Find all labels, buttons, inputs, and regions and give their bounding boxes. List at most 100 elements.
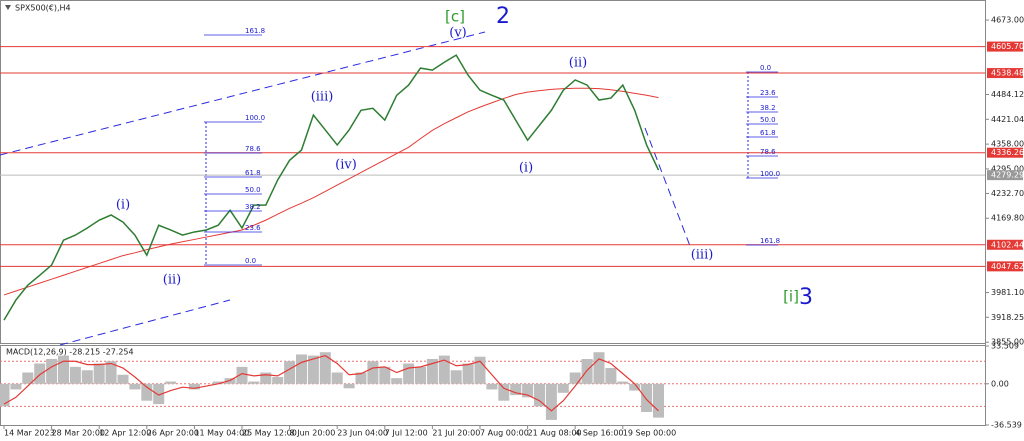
- macd-y-tick-label: 0.00: [991, 379, 1009, 388]
- fib-label: 100.0: [760, 170, 780, 178]
- level-label: 4102.44: [991, 240, 1024, 249]
- macd-bar: [236, 366, 248, 384]
- fib-label: 23.6: [760, 89, 776, 97]
- macd-y-tick-label: 33.509: [991, 342, 1019, 351]
- y-tick-label: 4295.00: [991, 164, 1024, 173]
- macd-bar: [498, 383, 510, 401]
- macd-bar: [545, 383, 557, 420]
- y-tick-label: 4673.00: [991, 16, 1024, 25]
- macd-bar: [272, 377, 284, 384]
- fib-label: 78.6: [760, 148, 776, 156]
- macd-bar: [474, 356, 486, 384]
- fib-label: 161.8: [760, 237, 780, 245]
- macd-bar: [557, 383, 569, 393]
- macd-bar: [379, 366, 391, 384]
- level-label: 4605.70: [991, 42, 1024, 51]
- macd-bar: [260, 372, 272, 384]
- level-tag: [987, 68, 1023, 79]
- wave-label: (v): [449, 26, 467, 41]
- macd-bar: [248, 381, 260, 384]
- macd-bar: [296, 354, 307, 384]
- wave-label: (i): [116, 198, 130, 213]
- y-tick-label: 3855.00: [991, 338, 1024, 347]
- macd-bar: [188, 383, 200, 390]
- level-label: 4047.62: [991, 262, 1024, 271]
- fib-label: 61.8: [760, 129, 776, 137]
- wave-label: 2: [496, 4, 510, 29]
- macd-bar: [486, 383, 498, 390]
- last-price-label: 4279.29: [991, 171, 1024, 180]
- x-tick-label: 11 May 04:00: [194, 429, 249, 438]
- macd-bar: [58, 355, 69, 384]
- macd-bar: [10, 383, 22, 390]
- wave-label: 3: [799, 285, 813, 310]
- fib-label: 50.0: [760, 116, 776, 124]
- wave-label: [i]: [783, 288, 799, 306]
- macd-bar: [331, 372, 343, 384]
- macd-bar: [34, 363, 46, 384]
- x-tick-label: 7 Aug 00:00: [480, 429, 529, 438]
- level-tag: [987, 147, 1023, 158]
- fib-label: 23.6: [245, 224, 261, 232]
- price-line: [3, 54, 660, 321]
- wave-label: (iii): [691, 248, 714, 263]
- macd-signal: [3, 354, 659, 412]
- macd-bar: [284, 361, 296, 384]
- macd-bar: [105, 361, 117, 384]
- macd-bar: [581, 358, 593, 384]
- macd-bar: [153, 383, 165, 405]
- fib-label: 38.2: [760, 104, 776, 112]
- y-tick-label: 4232.70: [991, 189, 1024, 198]
- macd-bar: [307, 355, 319, 384]
- macd-bar: [415, 366, 426, 384]
- macd-bar: [165, 381, 177, 384]
- x-tick-label: 28 Mar 20:00: [52, 429, 105, 438]
- y-tick-label: 4421.04: [991, 115, 1024, 124]
- symbol-icon: [5, 5, 11, 10]
- channel-line: [0, 31, 486, 156]
- macd-bar: [629, 383, 641, 391]
- macd-bar: [93, 363, 105, 384]
- macd-bar: [81, 370, 93, 384]
- macd-bar: [522, 383, 534, 398]
- projection-line: [644, 127, 691, 247]
- wave-label: (i): [519, 161, 533, 176]
- macd-bar: [0, 383, 10, 407]
- fib-label: 0.0: [245, 257, 256, 265]
- macd-bar: [212, 381, 224, 384]
- macd-bar: [403, 363, 415, 384]
- macd-bar: [653, 383, 664, 418]
- channel-line: [59, 299, 231, 346]
- x-tick-label: 23 Jun 04:00: [337, 429, 388, 438]
- macd-bar: [129, 383, 141, 390]
- macd-bar: [46, 358, 58, 384]
- x-tick-label: 25 May 12:00: [242, 429, 297, 438]
- macd-label: MACD(12,26,9) -28.215 -27.254: [6, 348, 134, 357]
- y-tick-label: 4358.00: [991, 140, 1024, 149]
- wave-label: [c]: [445, 8, 465, 26]
- fib-label: 50.0: [245, 186, 261, 194]
- chart-title: SPX500(€),H4: [15, 4, 71, 13]
- macd-bar: [462, 363, 474, 384]
- macd-bar: [69, 366, 81, 384]
- y-tick-label: 4169.80: [991, 214, 1024, 223]
- x-tick-label: 7 Jul 12:00: [385, 429, 428, 438]
- x-tick-label: 19 Sep 00:00: [623, 429, 676, 438]
- macd-bar: [22, 372, 34, 384]
- level-label: 4336.26: [991, 148, 1024, 157]
- macd-bar: [367, 361, 379, 384]
- macd-bar: [510, 383, 522, 396]
- x-tick-label: 14 Mar 2023: [4, 429, 55, 438]
- level-tag: [987, 41, 1023, 52]
- fib-label: 38.2: [245, 203, 261, 211]
- macd-bar: [605, 368, 617, 384]
- y-tick-label: 3918.25: [991, 313, 1024, 322]
- level-label: 4538.48: [991, 69, 1024, 78]
- macd-bar: [593, 352, 605, 384]
- fib-label: 100.0: [245, 114, 265, 122]
- macd-bar: [438, 355, 450, 384]
- y-tick-label: 3981.10: [991, 288, 1024, 297]
- x-tick-label: 4 Sep 16:00: [575, 429, 623, 438]
